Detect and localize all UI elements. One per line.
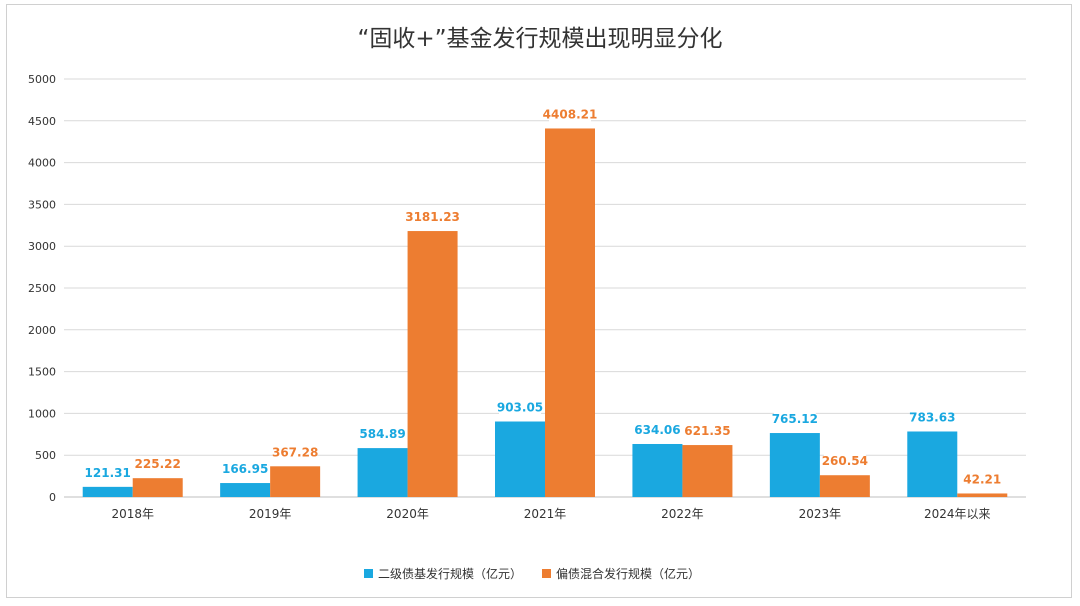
data-label: 903.05	[497, 401, 543, 415]
bars	[82, 128, 1008, 498]
y-tick-label: 3500	[28, 198, 56, 211]
data-labels: 121.31 225.22 166.95 367.28 584.89 3181.23 903…	[85, 106, 1004, 488]
data-label-backing	[361, 426, 404, 443]
bar-secondary-bond	[907, 431, 958, 497]
y-tick-label: 0	[49, 491, 56, 504]
data-label: 765.12	[772, 412, 818, 426]
data-label-backing	[823, 453, 866, 470]
data-label: 621.35	[684, 424, 730, 438]
data-label-backing	[773, 411, 816, 428]
bar-bond-hybrid	[132, 478, 183, 497]
x-tick-label: 2024年以来	[924, 507, 991, 521]
data-label: 42.21	[963, 472, 1001, 486]
x-tick-label: 2019年	[249, 507, 292, 521]
data-label-backing	[686, 423, 729, 440]
y-tick-label: 1000	[28, 407, 56, 420]
data-label: 4408.21	[543, 107, 598, 121]
x-axis: 2018年 2019年 2020年 2021年 2022年 2023年 2024年以来	[111, 507, 990, 521]
data-label: 3181.23	[405, 210, 460, 224]
bar-bond-hybrid	[819, 475, 870, 497]
legend-swatch	[542, 569, 551, 578]
data-label-backing	[961, 471, 1004, 488]
y-tick-label: 4000	[28, 157, 56, 170]
data-label: 783.63	[909, 410, 955, 424]
y-tick-label: 2000	[28, 324, 56, 337]
data-label-backing	[224, 461, 267, 478]
data-label: 584.89	[359, 427, 405, 441]
data-label-backing	[549, 106, 591, 123]
x-tick-label: 2021年	[524, 507, 567, 521]
data-label-backing	[136, 456, 179, 473]
bar-bond-hybrid	[270, 466, 321, 497]
data-label: 634.06	[634, 423, 680, 437]
x-tick-label: 2018年	[111, 507, 154, 521]
bar-secondary-bond	[495, 421, 545, 497]
x-tick-label: 2023年	[799, 507, 842, 521]
data-label: 260.54	[822, 454, 868, 468]
bar-secondary-bond	[82, 486, 133, 497]
bar-bond-hybrid	[545, 128, 595, 498]
data-label-backing	[636, 421, 679, 438]
data-label-backing	[411, 209, 454, 226]
chart-title: “固收+”基金发行规模出现明显分化	[357, 26, 723, 52]
bar-bond-hybrid	[407, 231, 458, 497]
chart-frame: “固收+”基金发行规模出现明显分化	[6, 4, 1072, 598]
y-tick-label: 5000	[28, 73, 56, 86]
legend-swatch	[364, 569, 373, 578]
y-axis: 0 500 1000 1500 2000 2500 3000 3500 4000 4500 5000	[28, 73, 56, 504]
data-label-backing	[274, 444, 317, 461]
bar-secondary-bond	[220, 483, 271, 497]
y-tick-label: 500	[35, 449, 56, 462]
y-tick-label: 3000	[28, 240, 56, 253]
y-tick-label: 1500	[28, 366, 56, 379]
x-tick-label: 2022年	[661, 507, 704, 521]
legend-label: 偏债混合发行规模（亿元）	[556, 566, 700, 581]
bar-secondary-bond	[632, 443, 683, 497]
x-tick-label: 2020年	[386, 507, 429, 521]
legend-label: 二级债基发行规模（亿元）	[378, 566, 522, 581]
bar-bond-hybrid	[957, 493, 1008, 497]
bar-bond-hybrid	[682, 445, 733, 497]
data-label: 166.95	[222, 462, 268, 476]
y-tick-label: 2500	[28, 282, 56, 295]
data-label: 225.22	[135, 457, 181, 471]
data-label: 121.31	[85, 466, 131, 480]
data-label-backing	[911, 409, 954, 426]
data-label-backing	[86, 464, 129, 481]
data-label-backing	[499, 399, 541, 416]
y-tick-label: 4500	[28, 115, 56, 128]
bar-secondary-bond	[357, 448, 408, 497]
bar-secondary-bond	[769, 433, 820, 497]
data-label: 367.28	[272, 445, 318, 459]
legend: 二级债基发行规模（亿元） 偏债混合发行规模（亿元）	[364, 566, 700, 581]
